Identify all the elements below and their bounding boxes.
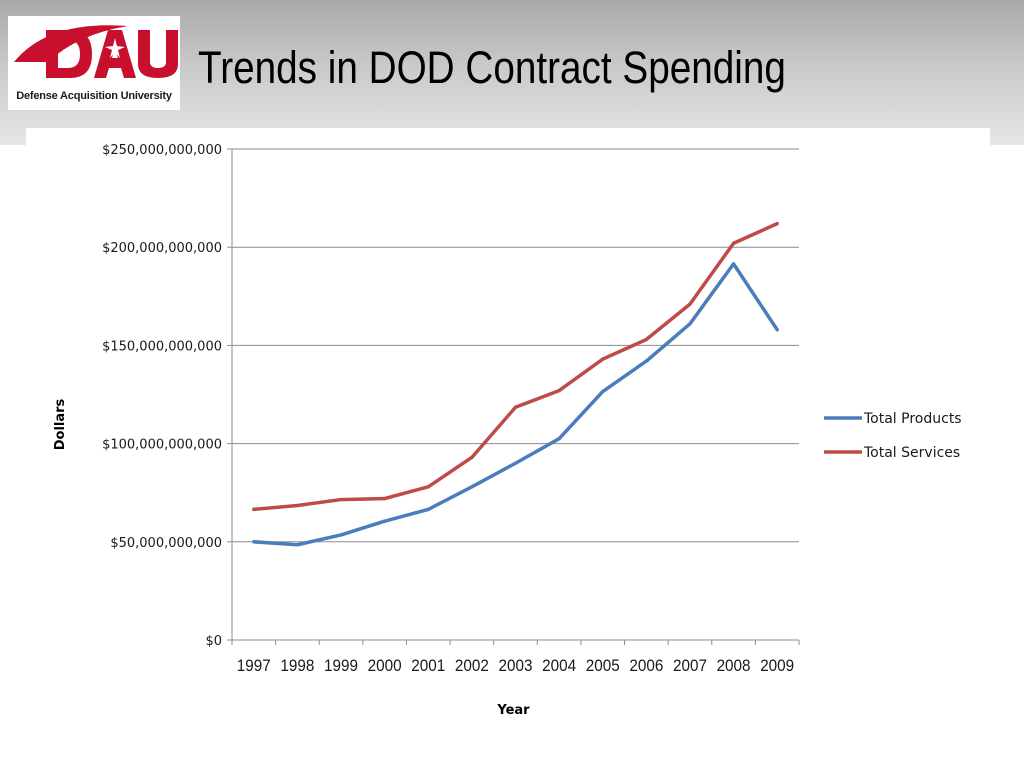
data-point <box>426 485 430 489</box>
x-tick-label: 1999 <box>324 656 358 675</box>
chart-panel: $0 $50,000,000,000 $100,000,000,000 $150,00… <box>26 128 990 768</box>
data-point <box>644 359 648 363</box>
data-point <box>252 507 256 511</box>
data-point <box>295 543 300 547</box>
data-point <box>731 262 736 266</box>
data-point <box>688 322 692 326</box>
data-point <box>644 337 648 342</box>
series-line-2 <box>252 221 779 512</box>
y-tick-label: $200,000,000,000 <box>102 241 222 256</box>
x-tick-label: 2007 <box>673 656 707 675</box>
series-line-1 <box>252 262 779 547</box>
x-tick-label: 2008 <box>717 656 751 675</box>
data-point <box>470 455 474 459</box>
y-tick-label: $100,000,000,000 <box>102 438 222 453</box>
data-point <box>601 357 605 361</box>
legend-label: Total Services <box>863 445 960 461</box>
x-tick-label: 2001 <box>411 656 445 675</box>
y-tick-label: $50,000,000,000 <box>110 536 222 551</box>
data-point <box>295 503 300 508</box>
legend-label: Total Products <box>863 411 962 427</box>
data-point <box>557 388 561 393</box>
data-point <box>731 241 736 245</box>
data-point <box>513 405 518 409</box>
y-axis-title: Dollars <box>53 398 68 450</box>
data-point <box>688 302 692 306</box>
data-point <box>426 507 430 511</box>
data-point <box>775 328 779 332</box>
x-tick-label: 1998 <box>280 656 314 675</box>
data-point <box>339 497 343 502</box>
data-point <box>252 540 256 544</box>
logo-caption: Defense Acquisition University <box>16 90 172 102</box>
x-tick-label: 2000 <box>368 656 402 675</box>
y-tick-label: $0 <box>205 634 222 649</box>
y-tick-label: $150,000,000,000 <box>102 339 222 354</box>
y-tick-label: $250,000,000,000 <box>102 143 222 158</box>
data-point <box>557 437 561 441</box>
data-point <box>339 533 343 537</box>
x-tick-label: 2009 <box>760 656 794 675</box>
dau-logo: Defense Acquisition University <box>8 16 180 110</box>
data-point <box>383 496 387 501</box>
data-point <box>383 519 387 523</box>
x-tick-label: 2003 <box>499 656 533 675</box>
x-tick-label: 2006 <box>629 656 663 675</box>
dau-logo-mark <box>14 25 178 78</box>
page-title: Trends in DOD Contract Spending <box>198 42 786 93</box>
data-point <box>513 461 518 465</box>
x-tick-label: 2002 <box>455 656 489 675</box>
data-point <box>601 389 605 394</box>
data-point <box>775 222 779 226</box>
x-axis-title: Year <box>496 703 530 718</box>
line-chart: $0 $50,000,000,000 $100,000,000,000 $150,00… <box>53 143 962 718</box>
data-point <box>470 485 474 489</box>
x-tick-label: 2005 <box>586 656 620 675</box>
x-tick-label: 2004 <box>542 656 576 675</box>
x-tick-label: 1997 <box>237 656 271 675</box>
